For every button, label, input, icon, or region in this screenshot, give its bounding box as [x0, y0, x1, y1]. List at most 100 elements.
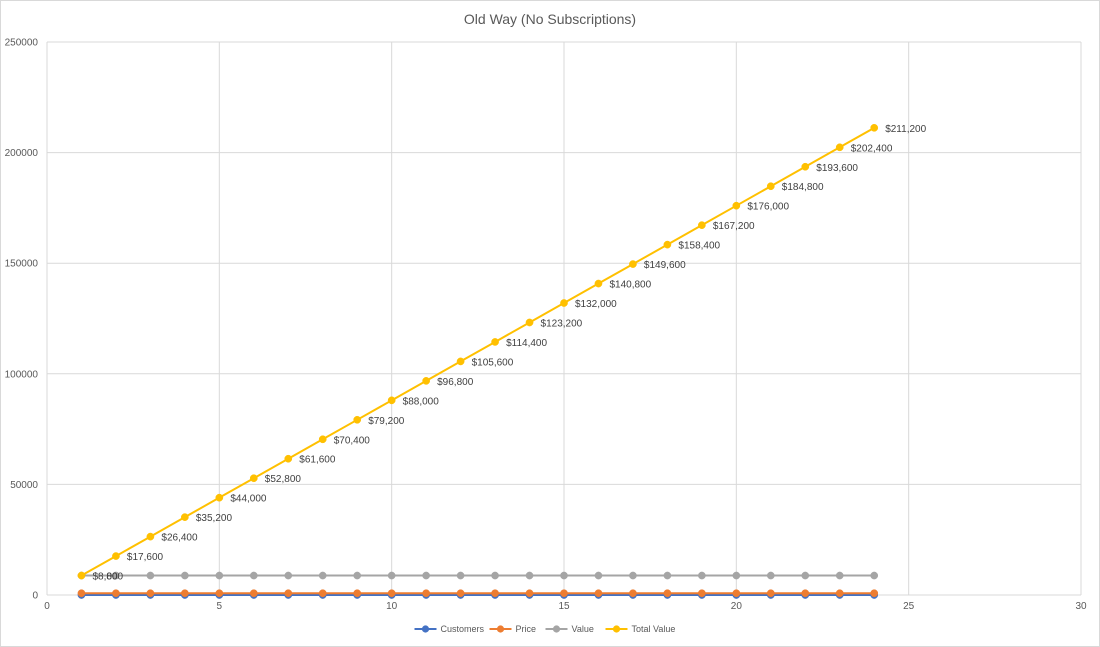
x-tick-label: 25 — [903, 601, 915, 612]
data-point — [318, 589, 327, 598]
data-point — [284, 589, 293, 598]
data-label: $140,800 — [609, 280, 651, 291]
data-label: $44,000 — [230, 494, 267, 505]
data-point — [146, 532, 155, 541]
x-tick-label: 30 — [1075, 601, 1087, 612]
legend-entry: Price — [489, 624, 536, 634]
legend: Customers Price Value Total Value — [414, 624, 676, 634]
data-point — [698, 571, 706, 580]
data-point — [318, 571, 327, 580]
y-tick-label: 150000 — [5, 259, 39, 270]
data-point — [560, 589, 568, 598]
series-line — [80, 126, 875, 577]
data-label: $8,800 — [92, 572, 123, 583]
legend-entry: Value — [545, 624, 594, 634]
chart-title: Old Way (No Subscriptions) — [464, 11, 636, 27]
data-point — [525, 318, 534, 327]
data-point — [663, 589, 672, 598]
data-label: $52,800 — [265, 474, 302, 485]
data-point — [525, 589, 534, 598]
data-point — [181, 571, 189, 580]
data-point — [560, 571, 568, 580]
data-label: $61,600 — [299, 455, 336, 466]
data-point — [732, 589, 741, 598]
data-point — [215, 571, 224, 580]
data-point — [112, 552, 120, 560]
data-labels: $8,800 $17,600 $26,400 $35,200 $44,000 $52,80… — [92, 124, 926, 583]
data-point — [181, 513, 189, 521]
data-label: $114,400 — [506, 338, 547, 349]
data-point — [766, 589, 775, 598]
axes: 0 50000 100000 150000 200000 250000 0 5 10 15 20 25… — [5, 38, 1087, 613]
series-lines — [77, 123, 879, 599]
data-point — [698, 221, 706, 230]
data-point — [560, 299, 568, 307]
data-label: $26,400 — [161, 533, 198, 544]
data-point — [870, 589, 879, 598]
data-point — [801, 589, 810, 598]
data-point — [698, 589, 706, 598]
data-point — [215, 589, 224, 598]
data-point — [387, 571, 396, 580]
data-point — [387, 396, 396, 405]
series-price — [77, 589, 879, 598]
data-point — [422, 589, 430, 598]
data-label: $123,200 — [541, 318, 583, 329]
data-point — [146, 571, 155, 580]
legend-label: Customers — [441, 624, 485, 634]
data-point — [181, 589, 189, 598]
data-label: $158,400 — [678, 241, 720, 252]
data-point — [766, 182, 775, 191]
data-point — [732, 201, 741, 210]
series-value — [77, 571, 879, 580]
legend-swatch-marker — [612, 625, 621, 633]
data-point — [801, 571, 810, 580]
data-point — [353, 571, 362, 580]
data-label: $17,600 — [127, 552, 164, 563]
data-point — [491, 589, 499, 598]
data-point — [732, 571, 741, 580]
data-point — [870, 571, 879, 580]
legend-swatch-marker — [421, 625, 430, 633]
data-point — [77, 589, 86, 598]
data-point — [766, 571, 775, 580]
x-tick-label: 10 — [386, 601, 398, 612]
y-tick-label: 250000 — [5, 38, 39, 49]
x-tick-label: 15 — [558, 601, 570, 612]
data-label: $132,000 — [575, 299, 617, 310]
data-point — [491, 338, 499, 346]
y-tick-label: 200000 — [5, 148, 39, 159]
data-point — [112, 589, 120, 598]
data-label: $149,600 — [644, 260, 686, 271]
y-tick-label: 0 — [32, 591, 38, 602]
data-point — [663, 240, 672, 249]
data-label: $70,400 — [334, 435, 371, 446]
data-point — [594, 279, 603, 288]
data-point — [491, 571, 499, 580]
data-label: $167,200 — [713, 221, 755, 232]
data-point — [456, 571, 465, 580]
legend-label: Total Value — [632, 624, 676, 634]
data-label: $79,200 — [368, 416, 405, 427]
data-label: $105,600 — [472, 357, 514, 368]
data-point — [353, 589, 362, 598]
data-point — [318, 435, 327, 444]
data-point — [215, 493, 224, 502]
data-point — [835, 143, 844, 152]
data-point — [112, 571, 120, 580]
x-tick-label: 5 — [217, 601, 223, 612]
legend-label: Value — [572, 624, 594, 634]
data-point — [456, 589, 465, 598]
y-tick-label: 50000 — [10, 480, 38, 491]
data-point — [629, 571, 637, 580]
legend-entry: Total Value — [605, 624, 676, 634]
data-label: $202,400 — [851, 143, 893, 154]
x-tick-label: 20 — [731, 601, 743, 612]
data-point — [284, 571, 293, 580]
data-label: $176,000 — [747, 202, 789, 213]
series-total-value — [77, 123, 879, 580]
legend-swatch-marker — [552, 625, 561, 633]
data-point — [422, 377, 430, 385]
